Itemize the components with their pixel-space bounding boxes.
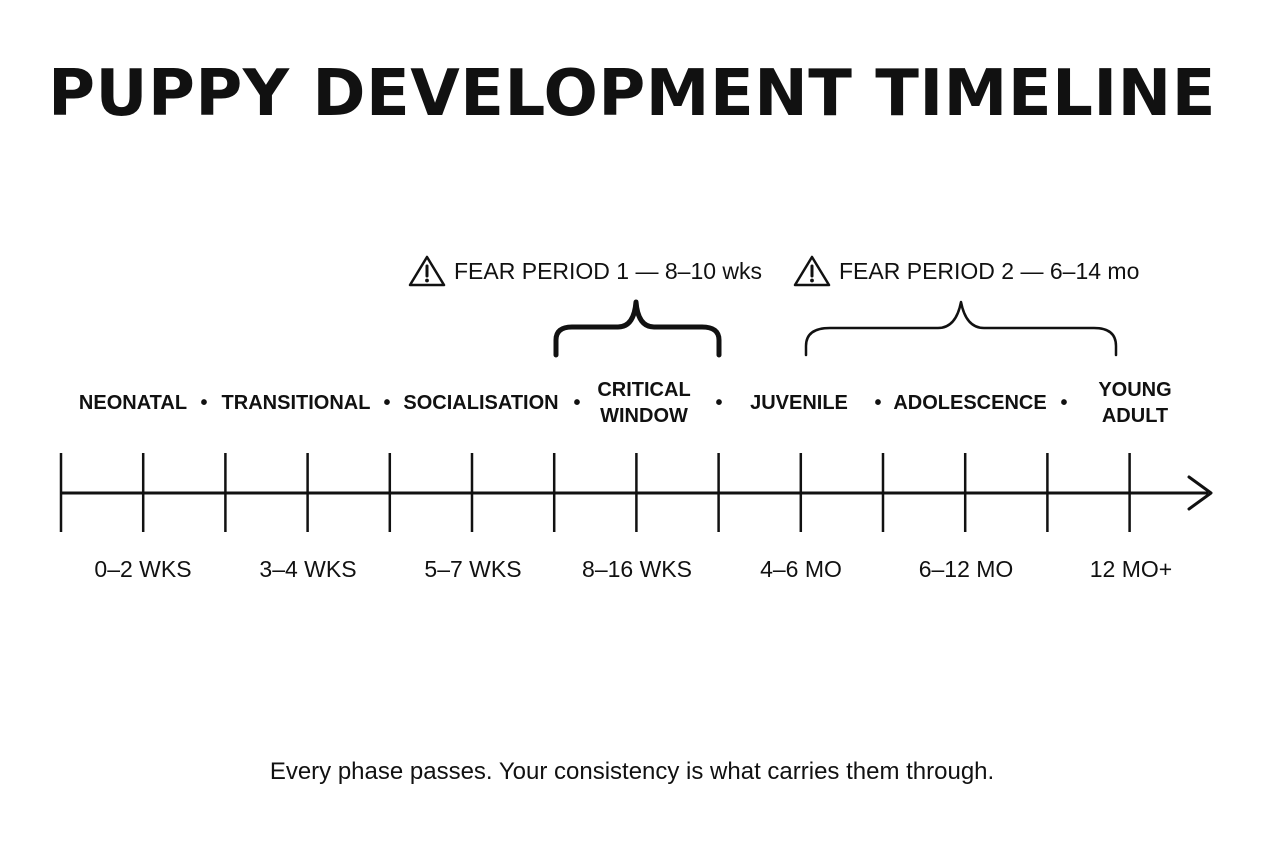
phase-juvenile: JUVENILE [750,392,848,414]
age-label: 3–4 WKS [259,556,357,582]
fear-period-2-label: FEAR PERIOD 2 — 6–14 mo [793,254,1139,288]
phase-young-adult-line2: ADULT [1101,405,1169,427]
phase-young-adult: YOUNG ADULT [1098,377,1171,429]
phase-critical-window: CRITICAL WINDOW [597,377,690,429]
phase-separator: • [573,392,581,414]
axis-ticks [59,453,1131,532]
fear-period-1-text: FEAR PERIOD 1 — 8–10 wks [454,257,763,284]
warning-icon [793,255,831,287]
footer-message: Every phase passes. Your consistency is … [269,758,995,785]
phase-neonatal: NEONATAL [78,392,188,414]
phase-socialisation: SOCIALISATION [403,392,559,414]
fear-period-2-brace [804,300,1118,357]
phase-adolescence: ADOLESCENCE [893,392,1047,414]
phase-critical-window-line2: WINDOW [600,405,688,427]
age-label: 6–12 MO [918,556,1014,582]
phase-transitional: TRANSITIONAL [221,392,371,414]
fear-period-2-text: FEAR PERIOD 2 — 6–14 mo [839,257,1140,284]
phase-critical-window-line1: CRITICAL [597,379,691,401]
age-label: 12 MO+ [1089,556,1173,582]
age-label: 5–7 WKS [424,556,522,582]
fear-period-1-brace [553,299,722,358]
phase-separator: • [383,392,391,414]
phase-separator: • [715,392,723,414]
fear-period-1-label: FEAR PERIOD 1 — 8–10 wks [408,254,762,288]
page-title: PUPPY DEVELOPMENT TIMELINE [48,57,1216,131]
phase-separator: • [200,392,208,414]
phase-separator: • [874,392,882,414]
warning-icon [408,255,446,287]
axis-arrowhead [1187,475,1213,511]
age-label: 0–2 WKS [94,556,192,582]
phase-separator: • [1060,392,1068,414]
age-label: 4–6 MO [760,556,842,582]
phase-young-adult-line1: YOUNG [1098,379,1172,401]
age-label: 8–16 WKS [582,556,692,582]
